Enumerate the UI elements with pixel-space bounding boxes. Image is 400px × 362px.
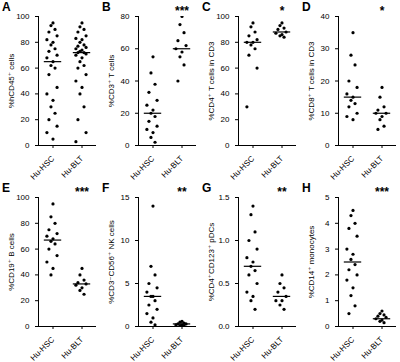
svg-text:0: 0 (125, 322, 130, 331)
svg-text:Hu-BLT: Hu-BLT (60, 154, 86, 180)
svg-text:80: 80 (221, 38, 230, 47)
svg-text:%CD3⁺ T cells: %CD3⁺ T cells (107, 55, 116, 107)
svg-text:Hu-HSC: Hu-HSC (129, 154, 157, 181)
svg-text:40: 40 (321, 12, 330, 21)
svg-text:80: 80 (21, 38, 30, 47)
svg-text:Hu-HSC: Hu-HSC (329, 154, 357, 181)
svg-text:%CD19⁺ B cells: %CD19⁺ B cells (7, 233, 16, 291)
svg-text:0: 0 (325, 322, 330, 331)
html-text:E: E (2, 181, 10, 195)
svg-text:100: 100 (216, 12, 230, 21)
svg-text:%CD3⁻CD56⁺ NK cells: %CD3⁻CD56⁺ NK cells (107, 220, 116, 304)
html-text:F: F (102, 181, 110, 195)
svg-text:Hu-HSC: Hu-HSC (29, 335, 57, 362)
svg-text:**: ** (277, 185, 287, 199)
svg-text:100: 100 (16, 193, 30, 202)
svg-text:Hu-BLT: Hu-BLT (260, 154, 286, 180)
svg-text:Hu-HSC: Hu-HSC (229, 335, 257, 362)
svg-text:Hu-HSC: Hu-HSC (129, 335, 157, 362)
svg-text:0.0: 0.0 (218, 322, 230, 331)
svg-text:30: 30 (321, 44, 330, 53)
svg-text:0: 0 (325, 141, 330, 150)
svg-text:Hu-HSC: Hu-HSC (229, 154, 257, 181)
svg-text:**: ** (177, 185, 187, 199)
svg-text:60: 60 (21, 64, 30, 73)
html-text:B: B (102, 0, 111, 14)
svg-text:40: 40 (21, 89, 30, 98)
svg-text:Hu-BLT: Hu-BLT (260, 335, 286, 361)
html-text:G: G (202, 181, 212, 195)
svg-text:0: 0 (25, 141, 30, 150)
svg-text:Hu-BLT: Hu-BLT (360, 335, 386, 361)
svg-text:20: 20 (21, 115, 30, 124)
svg-text:%CD4⁺CD123⁺ pDCs: %CD4⁺CD123⁺ pDCs (207, 223, 216, 302)
svg-text:80: 80 (21, 219, 30, 228)
svg-text:1.5: 1.5 (218, 193, 230, 202)
svg-text:15: 15 (121, 193, 130, 202)
svg-text:4: 4 (325, 219, 330, 228)
svg-text:0.5: 0.5 (218, 279, 230, 288)
svg-text:*: * (280, 4, 285, 18)
svg-text:40: 40 (221, 89, 230, 98)
svg-text:%CD4⁺ T cells in CD3: %CD4⁺ T cells in CD3 (207, 41, 216, 121)
svg-text:20: 20 (21, 296, 30, 305)
svg-text:***: *** (375, 185, 389, 199)
svg-text:Hu-BLT: Hu-BLT (360, 154, 386, 180)
svg-text:80: 80 (121, 12, 130, 21)
html-text:C: C (202, 0, 211, 14)
html-text:H: H (302, 181, 311, 195)
svg-text:60: 60 (121, 44, 130, 53)
svg-text:60: 60 (21, 245, 30, 254)
svg-text:0: 0 (225, 141, 230, 150)
svg-text:100: 100 (16, 12, 30, 21)
svg-text:10: 10 (321, 109, 330, 118)
svg-text:5: 5 (325, 193, 330, 202)
svg-text:Hu-BLT: Hu-BLT (160, 335, 186, 361)
svg-text:%hCD45⁺ cells: %hCD45⁺ cells (7, 54, 16, 108)
svg-text:*: * (380, 4, 385, 18)
html-text:A: A (2, 0, 11, 14)
svg-text:%CD14⁺ monocytes: %CD14⁺ monocytes (307, 226, 316, 299)
svg-text:***: *** (175, 4, 189, 18)
svg-text:40: 40 (121, 77, 130, 86)
svg-text:10: 10 (121, 236, 130, 245)
svg-text:%CD8⁺ T cells in CD3: %CD8⁺ T cells in CD3 (307, 41, 316, 121)
svg-text:2: 2 (325, 270, 330, 279)
svg-text:0: 0 (25, 322, 30, 331)
svg-text:5: 5 (125, 279, 130, 288)
svg-text:Hu-HSC: Hu-HSC (329, 335, 357, 362)
svg-text:20: 20 (121, 109, 130, 118)
svg-text:Hu-BLT: Hu-BLT (160, 154, 186, 180)
html-text:D: D (302, 0, 311, 14)
svg-text:20: 20 (221, 115, 230, 124)
svg-text:***: *** (75, 185, 89, 199)
svg-text:20: 20 (321, 77, 330, 86)
svg-text:40: 40 (21, 270, 30, 279)
svg-text:1.0: 1.0 (218, 236, 230, 245)
svg-text:0: 0 (125, 141, 130, 150)
svg-text:60: 60 (221, 64, 230, 73)
svg-text:3: 3 (325, 245, 330, 254)
svg-text:Hu-HSC: Hu-HSC (29, 154, 57, 181)
svg-text:Hu-BLT: Hu-BLT (60, 335, 86, 361)
svg-text:1: 1 (325, 296, 330, 305)
